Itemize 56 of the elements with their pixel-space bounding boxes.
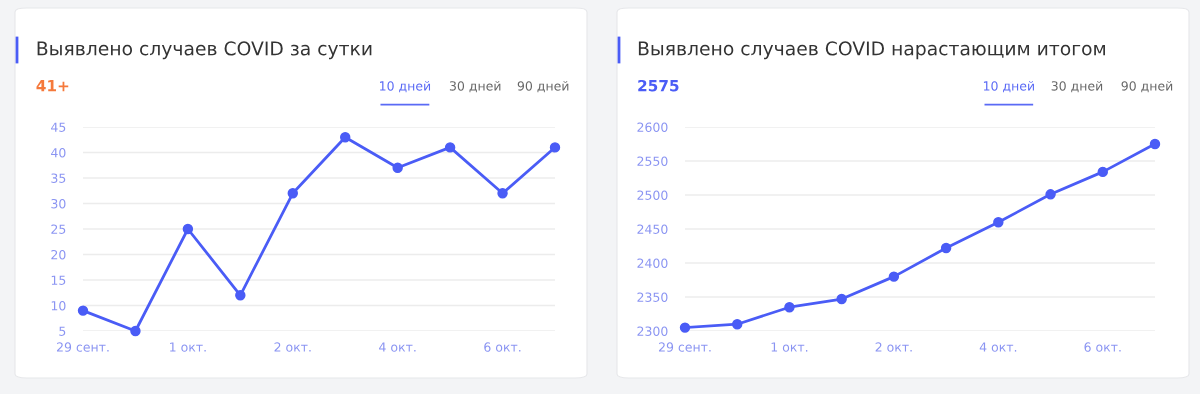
y-tick-label: 35 [51,173,66,183]
y-tick-label: 25 [51,224,66,234]
chart-title: Выявлено случаев COVID нарастающим итогом [638,41,1105,60]
point [497,188,508,199]
point [784,301,795,313]
point [340,131,351,143]
x-tick-label: 6 окт. [1084,342,1121,352]
chart-title: Выявлено случаев COVID за сутки [37,41,372,60]
x-tick-label: 1 окт. [771,342,808,352]
y-tick-label: 2300 [637,326,668,336]
y-tick-label: 10 [51,300,66,311]
y-tick-label: 30 [51,198,66,209]
point [1149,138,1161,150]
point [940,242,952,254]
point [77,305,89,316]
text: 10 дней [983,81,1034,93]
text: 90 дней [1121,81,1173,93]
x-tick-label: 29 сент. [56,342,109,352]
x-tick-label: 2 окт. [274,342,311,352]
text: 90 дней [517,81,569,93]
y-tick-label: 15 [51,275,66,285]
point [130,325,141,337]
point [549,142,561,153]
text: 41+ [36,80,69,92]
y-tick-label: 45 [51,122,66,132]
text: 2575 [638,79,679,92]
text: 30 дней [1051,81,1103,93]
point [732,318,743,330]
x-tick-label: 1 окт. [170,342,206,352]
x-tick-label: 6 окт. [484,342,521,352]
y-tick-label: 40 [51,147,66,158]
y-tick-label: 2400 [637,258,668,268]
y-tick-label: 2350 [637,292,668,302]
y-tick-label: 2500 [637,190,668,200]
y-tick-label: 2450 [637,224,668,234]
y-tick-label: 2600 [637,122,668,132]
text: 30 дней [449,81,501,93]
point [392,162,403,174]
y-tick-label: 5 [59,326,66,336]
y-tick-label: 2550 [637,156,668,166]
point [444,142,456,153]
point [182,223,194,235]
x-tick-label: 2 окт. [875,342,912,352]
point [1045,189,1056,200]
x-tick-label: 4 окт. [979,342,1017,352]
point [888,271,900,282]
point [235,290,246,301]
point [287,188,298,199]
x-tick-label: 4 окт. [379,342,416,352]
point [679,322,691,333]
x-tick-label: 29 сент. [658,342,711,352]
y-tick-label: 20 [51,249,66,260]
text: 10 дней [380,81,431,93]
point [993,216,1004,228]
point [836,293,847,305]
point [1097,166,1108,178]
